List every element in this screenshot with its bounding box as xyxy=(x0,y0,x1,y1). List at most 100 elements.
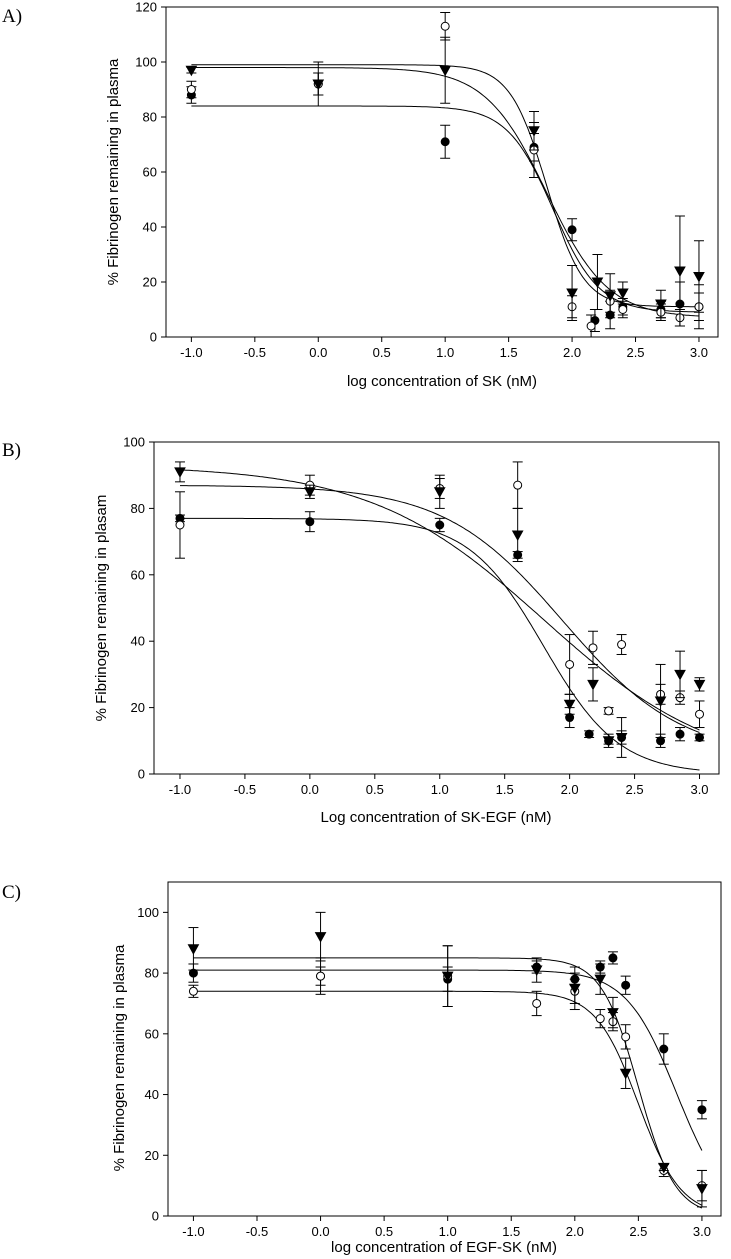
panel-b: B) -1.0 -0.5 0.0 0.5 1.0 1.5 2.0 2.5 3.0 0 20 40 60 8… xyxy=(2,435,720,826)
panel-c-y-axis-title: % Fibrinogen remaining in plasma xyxy=(111,944,128,1171)
y-tick-label: 0 xyxy=(152,1209,159,1224)
x-tick-label: 2.5 xyxy=(629,1224,647,1239)
marker-filled-circle xyxy=(608,953,618,963)
marker-filled-triangle xyxy=(693,272,705,283)
x-tick-label: 3.0 xyxy=(690,782,708,797)
x-tick-label: -1.0 xyxy=(182,1224,204,1239)
marker-filled-triangle xyxy=(314,932,327,943)
y-tick-label: 60 xyxy=(145,1026,159,1041)
marker-filled-triangle xyxy=(439,65,452,77)
fit-curve-open-circle xyxy=(191,67,700,317)
x-tick-label: 2.0 xyxy=(563,345,581,360)
fit-curve-filled-triangle xyxy=(179,469,700,731)
y-tick-label: 120 xyxy=(135,0,157,15)
panel-a-ticks: -1.0 -0.5 0.0 0.5 1.0 1.5 2.0 2.5 3.0 0 20 40 60 80 10… xyxy=(135,0,708,360)
data-point-filled-triangle xyxy=(654,663,667,738)
marker-filled-triangle xyxy=(655,299,667,311)
marker-filled-triangle xyxy=(433,487,446,498)
data-point-open-circle xyxy=(694,700,705,729)
y-tick-label: 20 xyxy=(143,275,157,290)
y-tick-label: 0 xyxy=(138,767,145,782)
x-tick-label: -0.5 xyxy=(234,782,256,797)
y-tick-label: 20 xyxy=(131,700,145,715)
marker-open-circle xyxy=(186,85,196,94)
data-point-filled-triangle xyxy=(439,36,452,104)
data-point-open-circle xyxy=(595,1009,606,1029)
data-point-filled-triangle xyxy=(674,650,686,699)
marker-open-circle xyxy=(316,971,326,981)
panel-c-data-points xyxy=(187,911,708,1208)
fit-curve-open-circle xyxy=(180,485,700,733)
marker-open-circle xyxy=(588,643,598,653)
marker-open-circle xyxy=(175,520,185,530)
y-tick-label: 80 xyxy=(143,110,157,125)
marker-filled-triangle xyxy=(304,487,316,498)
panel-b-x-axis-title: Log concentration of SK-EGF (nM) xyxy=(321,809,552,826)
marker-filled-triangle xyxy=(619,1068,632,1080)
x-tick-label: -1.0 xyxy=(180,345,202,360)
marker-filled-triangle xyxy=(607,1008,619,1019)
x-tick-label: -0.5 xyxy=(244,345,266,360)
data-point-filled-triangle xyxy=(655,289,667,319)
y-tick-label: 60 xyxy=(143,165,157,180)
marker-filled-triangle xyxy=(674,669,686,681)
marker-filled-triangle xyxy=(185,65,198,77)
data-point-filled-triangle xyxy=(616,281,629,305)
y-tick-label: 40 xyxy=(145,1087,159,1102)
marker-filled-triangle xyxy=(528,126,540,137)
marker-filled-circle xyxy=(659,1044,669,1054)
marker-open-circle xyxy=(617,640,627,650)
y-tick-label: 80 xyxy=(131,501,145,516)
marker-open-circle xyxy=(586,321,596,331)
data-point-filled-triangle xyxy=(441,945,454,1007)
marker-filled-circle xyxy=(567,225,577,235)
x-tick-label: 1.0 xyxy=(439,1224,457,1239)
data-point-filled-triangle xyxy=(619,1057,632,1089)
data-point-open-circle xyxy=(588,630,599,665)
x-tick-label: 0.5 xyxy=(375,1224,393,1239)
marker-open-circle xyxy=(618,305,628,314)
x-tick-label: -0.5 xyxy=(246,1224,268,1239)
data-point-filled-circle xyxy=(567,218,578,242)
data-point-filled-triangle xyxy=(696,1169,708,1208)
marker-open-circle xyxy=(565,659,575,669)
x-tick-label: 0.0 xyxy=(312,1224,330,1239)
y-tick-label: 100 xyxy=(135,55,157,70)
y-tick-label: 100 xyxy=(137,905,159,920)
marker-filled-triangle xyxy=(563,699,576,711)
marker-filled-triangle xyxy=(604,291,616,302)
marker-filled-triangle xyxy=(594,974,607,986)
y-tick-label: 0 xyxy=(150,330,157,345)
y-tick-label: 80 xyxy=(145,966,159,981)
marker-open-circle xyxy=(440,21,450,31)
data-point-filled-circle xyxy=(696,1100,707,1120)
panel-b-plot-frame xyxy=(153,441,720,775)
data-point-open-circle xyxy=(186,80,197,99)
data-point-filled-circle xyxy=(620,975,631,995)
data-point-filled-circle xyxy=(584,729,595,739)
marker-filled-triangle xyxy=(674,266,686,278)
data-point-open-circle xyxy=(616,634,627,655)
data-point-open-circle xyxy=(620,1024,631,1050)
panel-b-data-points xyxy=(174,461,706,758)
marker-filled-triangle xyxy=(530,965,543,977)
x-tick-label: -1.0 xyxy=(169,782,191,797)
marker-filled-circle xyxy=(565,713,575,723)
data-point-filled-circle xyxy=(658,1033,669,1065)
marker-filled-triangle xyxy=(187,944,200,955)
marker-filled-circle xyxy=(656,736,666,746)
panel-a-y-axis-title: % Fibrinogen remaining in plasma xyxy=(105,58,122,285)
marker-filled-triangle xyxy=(591,277,604,289)
x-tick-label: 0.5 xyxy=(366,782,384,797)
marker-filled-circle xyxy=(695,732,705,742)
panel-a-label: A) xyxy=(2,6,22,27)
data-point-open-circle xyxy=(188,984,199,998)
panel-a-data-points xyxy=(185,12,705,338)
x-tick-label: 3.0 xyxy=(690,345,708,360)
y-tick-label: 100 xyxy=(123,435,145,450)
data-point-filled-triangle xyxy=(591,254,604,310)
data-point-filled-triangle xyxy=(693,677,706,692)
y-tick-label: 40 xyxy=(143,220,157,235)
data-point-filled-triangle xyxy=(674,215,686,327)
